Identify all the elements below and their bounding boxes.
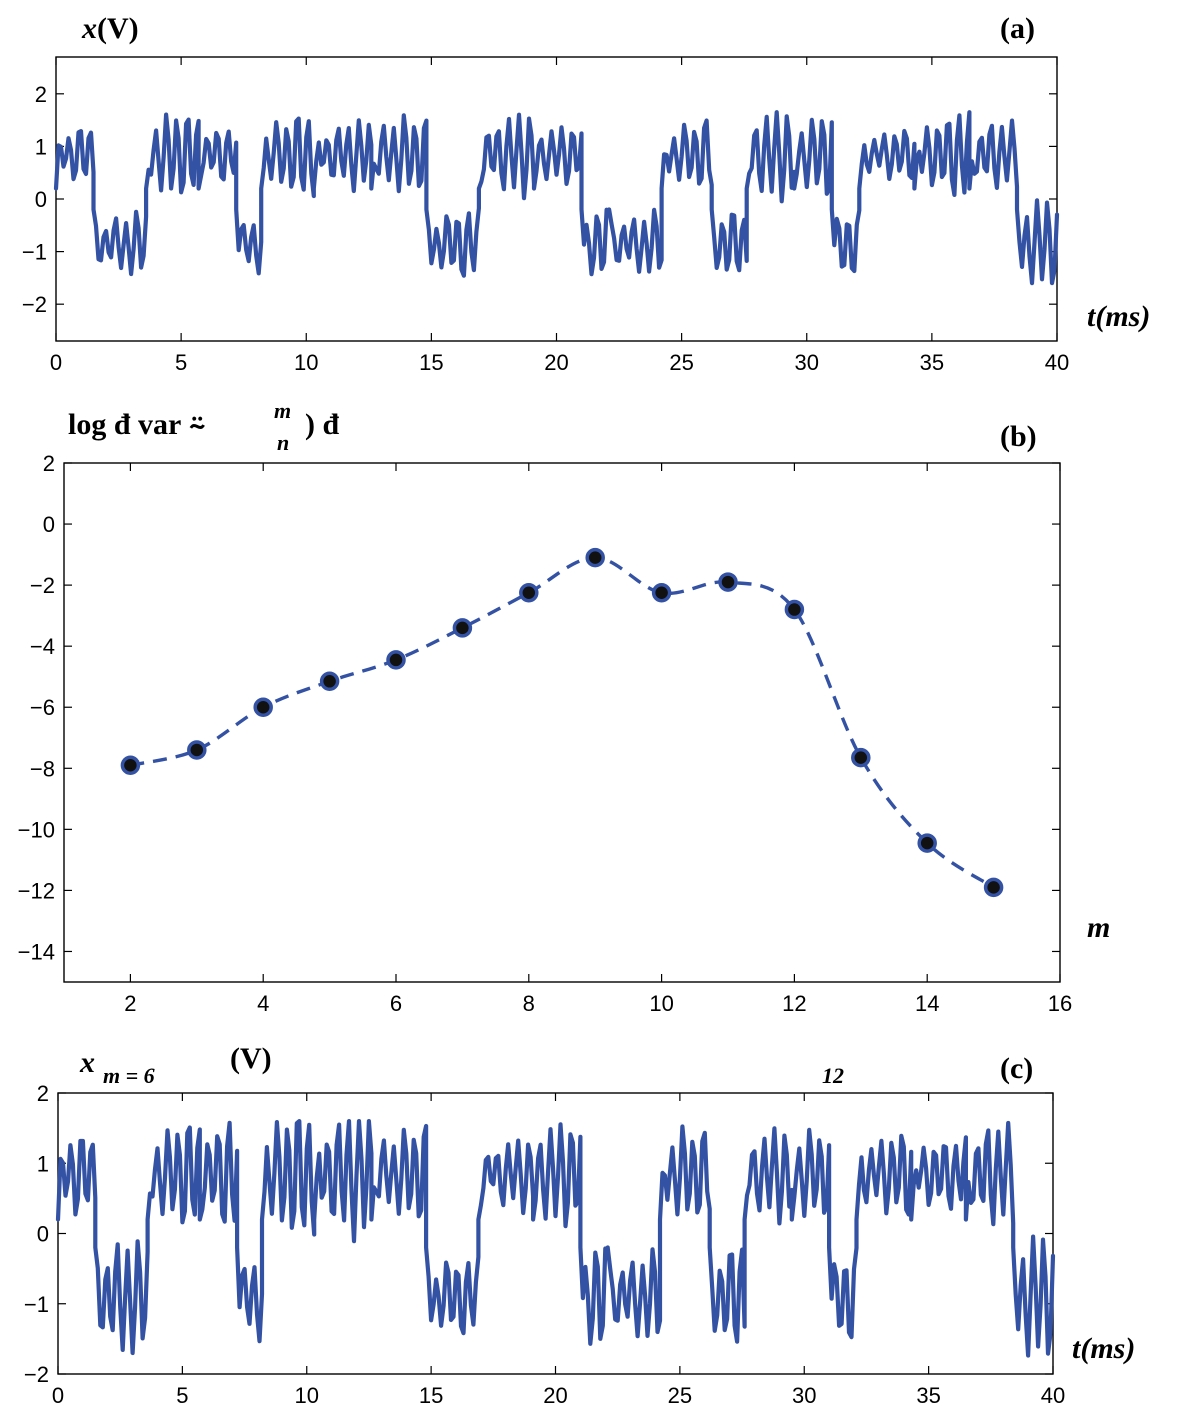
panel-b-frame — [63, 462, 1061, 983]
panel-b-data-point — [651, 583, 672, 603]
panel-c: x m = 6 (V) 12 (c) t(ms) 0 5 10 15 20 25 30 35 4… — [24, 1042, 1135, 1406]
panel-c-xlabel: t(ms) — [1072, 1332, 1135, 1365]
x-tick-label: 14 — [915, 991, 939, 1016]
panel-b-data-point — [917, 833, 937, 853]
panel-b-data-point — [983, 877, 1004, 898]
y-tick-label: −8 — [30, 756, 55, 781]
y-tick-label: 0 — [37, 1222, 49, 1247]
y-tick-label: −1 — [24, 1292, 49, 1317]
y-tick-label: −2 — [30, 573, 55, 598]
panel-a-frame — [55, 56, 1058, 342]
panel-b-data-point — [519, 583, 539, 603]
y-tick-label: 2 — [43, 451, 55, 476]
panel-c-annotation: 12 — [822, 1063, 844, 1088]
panel-b-series-line — [130, 555, 995, 889]
panel-a: x(V) (a) t(ms) 0 5 10 15 20 25 30 35 40 −2 −1 0 1 2 — [22, 12, 1150, 375]
x-tick-label: 40 — [1041, 1383, 1065, 1406]
panel-c-ylabel-sub: m = 6 — [103, 1063, 155, 1088]
y-tick-label: 1 — [35, 134, 47, 159]
panel-a-axes: 0 5 10 15 20 25 30 35 40 −2 −1 0 1 2 — [22, 56, 1069, 375]
panel-b-axes: 2 4 6 8 10 12 14 16 2 0 −2 −4 −6 −8 −10 −12 −14 — [18, 451, 1073, 1016]
y-tick-label: −6 — [30, 695, 55, 720]
panel-c-series-line — [55, 1119, 1056, 1358]
y-tick-label: −1 — [22, 240, 47, 265]
panel-b-data-point — [784, 599, 805, 620]
y-tick-label: −4 — [30, 634, 55, 659]
x-tick-label: 30 — [792, 1383, 816, 1406]
x-tick-label: 5 — [176, 1383, 188, 1406]
x-tick-label: 6 — [390, 991, 402, 1016]
panel-a-series-line — [53, 110, 1060, 286]
x-tick-label: 35 — [920, 350, 944, 375]
panel-c-ylabel-var: x — [79, 1046, 95, 1079]
x-tick-label: 15 — [419, 1383, 443, 1406]
y-tick-label: 0 — [35, 187, 47, 212]
panel-c-ylabel-unit: (V) — [230, 1042, 272, 1075]
panel-b-xlabel: m — [1087, 911, 1110, 944]
x-tick-label: 0 — [50, 350, 62, 375]
panel-b-data-point — [585, 547, 605, 568]
panel-b: log đ var ⍨ m n ) đ (b) m 2 4 6 8 10 12 14 16 2 0… — [18, 398, 1111, 1016]
x-tick-label: 0 — [52, 1383, 64, 1406]
panel-b-ylabel-sup: m — [274, 398, 291, 423]
y-tick-label: −2 — [22, 292, 47, 317]
panel-b-data-point — [319, 671, 340, 692]
x-tick-label: 5 — [175, 350, 187, 375]
panel-a-xlabel: t(ms) — [1087, 300, 1150, 333]
x-tick-label: 2 — [124, 991, 136, 1016]
panel-b-data-point — [386, 650, 406, 670]
y-tick-label: −14 — [18, 939, 55, 964]
panel-a-label: (a) — [1000, 12, 1035, 45]
x-tick-label: 40 — [1045, 350, 1069, 375]
x-tick-label: 12 — [782, 991, 806, 1016]
panel-a-ylabel: x(V) — [81, 12, 139, 45]
y-tick-label: −10 — [18, 817, 55, 842]
panel-b-data-point — [187, 740, 207, 760]
y-tick-label: 2 — [35, 82, 47, 107]
x-tick-label: 10 — [649, 991, 673, 1016]
x-tick-label: 25 — [668, 1383, 692, 1406]
panel-b-data-point — [718, 572, 738, 592]
x-tick-label: 20 — [544, 350, 568, 375]
panel-b-ylabel: log đ var ⍨ — [68, 408, 206, 441]
x-tick-label: 30 — [795, 350, 819, 375]
panel-b-data-point — [851, 747, 871, 768]
x-tick-label: 25 — [669, 350, 693, 375]
y-tick-label: −12 — [18, 878, 55, 903]
y-tick-label: 0 — [43, 512, 55, 537]
x-tick-label: 10 — [295, 1383, 319, 1406]
panel-c-axes: 0 5 10 15 20 25 30 35 40 −2 −1 0 1 2 — [24, 1081, 1065, 1406]
panel-c-label: (c) — [1000, 1052, 1033, 1085]
x-tick-label: 16 — [1048, 991, 1072, 1016]
panel-b-data-point — [120, 755, 141, 775]
panel-b-data-point — [253, 697, 273, 717]
y-tick-label: 2 — [37, 1081, 49, 1106]
panel-b-ylabel-sub: n — [277, 430, 289, 455]
panel-b-ylabel-tail: ) đ — [305, 408, 339, 441]
panel-b-data-point — [452, 618, 473, 638]
y-tick-label: −2 — [24, 1362, 49, 1387]
x-tick-label: 8 — [523, 991, 535, 1016]
y-tick-label: 1 — [37, 1151, 49, 1176]
panel-b-label: (b) — [1000, 420, 1037, 453]
x-tick-label: 35 — [916, 1383, 940, 1406]
x-tick-label: 15 — [419, 350, 443, 375]
x-tick-label: 20 — [543, 1383, 567, 1406]
x-tick-label: 10 — [294, 350, 318, 375]
x-tick-label: 4 — [257, 991, 269, 1016]
panel-c-frame — [57, 1092, 1054, 1375]
